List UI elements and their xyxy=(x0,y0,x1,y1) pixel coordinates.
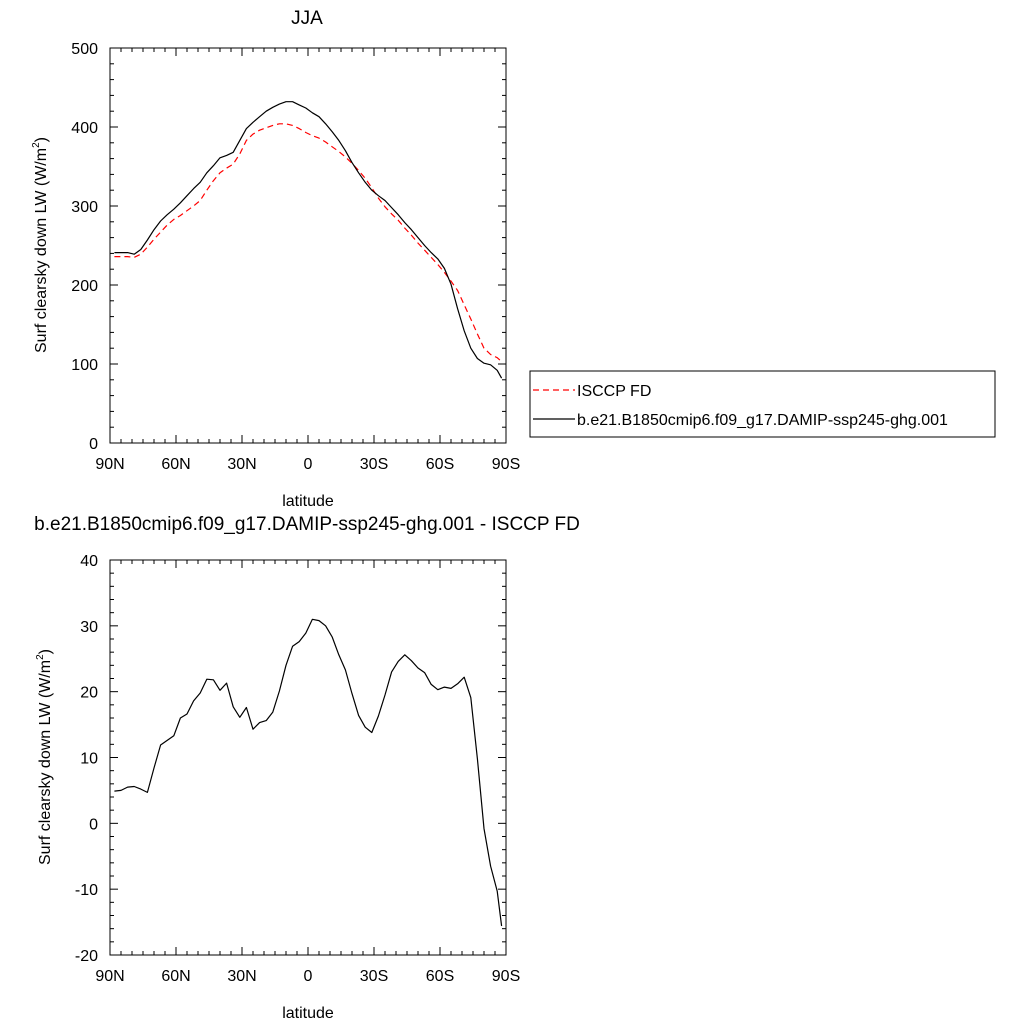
bottom-chart-plot: 90N 60N 30N 0 30S 60S 90S -20 -10 0 10 20 30 40 xyxy=(75,553,520,985)
top-chart-y-tick-label: 500 xyxy=(71,41,98,58)
bottom-chart-y-tick-label: 30 xyxy=(80,619,98,636)
legend-label-isccp-fd: ISCCP FD xyxy=(577,383,651,400)
bottom-chart-y-tick-label: -10 xyxy=(75,882,98,899)
bottom-chart-y-axis-label: Surf clearsky down LW (W/m2) xyxy=(35,649,54,865)
bottom-chart-x-tick-label: 90S xyxy=(492,968,520,985)
top-chart-y-tick-label: 0 xyxy=(89,436,98,453)
bottom-chart-y-tick-label: 0 xyxy=(89,816,98,833)
top-chart-plot: 90N 60N 30N 0 30S 60S 90S 0 100 200 300 400 500 xyxy=(71,41,520,473)
bottom-chart-y-axis-label-main: Surf clearsky down LW (W/m xyxy=(37,660,54,865)
top-chart-y-tick-label: 200 xyxy=(71,278,98,295)
bottom-chart-x-tick-label: 60S xyxy=(426,968,454,985)
bottom-chart-y-axis-label-sup: 2 xyxy=(35,654,46,660)
top-chart-x-tick-label: 0 xyxy=(304,456,313,473)
bottom-chart-y-tick-label: -20 xyxy=(75,948,98,965)
bottom-chart-x-tick-label: 90N xyxy=(95,968,124,985)
top-chart-x-tick-label: 60N xyxy=(161,456,190,473)
top-chart-x-tick-label: 30S xyxy=(360,456,388,473)
bottom-chart-x-tick-label: 60N xyxy=(161,968,190,985)
bottom-chart-x-axis-label: latitude xyxy=(282,1005,334,1022)
top-chart-series-line-isccp-fd xyxy=(114,123,502,363)
bottom-chart-series-line-difference xyxy=(114,618,503,927)
bottom-chart-x-tick-label: 30S xyxy=(360,968,388,985)
bottom-chart-title: b.e21.B1850cmip6.f09_g17.DAMIP-ssp245-gh… xyxy=(34,514,580,535)
top-chart-y-axis-label-close: ) xyxy=(33,137,50,142)
top-chart-x-tick-label: 90S xyxy=(492,456,520,473)
legend-box xyxy=(529,370,996,438)
top-chart-y-tick-label: 300 xyxy=(71,199,98,216)
top-chart-frame xyxy=(109,47,507,444)
bottom-chart-y-tick-label: 10 xyxy=(80,751,98,768)
top-chart-x-tick-label: 60S xyxy=(426,456,454,473)
top-chart-x-axis-label: latitude xyxy=(282,493,334,510)
top-chart-title: JJA xyxy=(291,8,323,29)
bottom-chart-x-tick-label: 0 xyxy=(304,968,313,985)
legend-label-model: b.e21.B1850cmip6.f09_g17.DAMIP-ssp245-gh… xyxy=(577,412,948,429)
bottom-chart-y-tick-label: 20 xyxy=(80,685,98,702)
bottom-chart-y-axis-label-close: ) xyxy=(37,649,54,654)
bottom-chart-y-tick-label: 40 xyxy=(80,553,98,570)
top-chart-y-tick-label: 100 xyxy=(71,357,98,374)
top-chart-y-axis-label: Surf clearsky down LW (W/m2) xyxy=(31,137,50,353)
bottom-chart-x-tick-label: 30N xyxy=(227,968,256,985)
top-chart-x-tick-label: 30N xyxy=(227,456,256,473)
top-chart-series-line-model xyxy=(114,101,503,379)
top-chart-y-axis-label-main: Surf clearsky down LW (W/m xyxy=(33,148,50,353)
bottom-chart-frame xyxy=(109,559,507,956)
top-chart-y-tick-label: 400 xyxy=(71,120,98,137)
legend: ISCCP FD b.e21.B1850cmip6.f09_g17.DAMIP-… xyxy=(529,370,996,438)
top-chart-panel: JJA 90N 60N 30N 0 30S 60S 90S0100200300400500 … xyxy=(31,8,520,510)
top-chart-x-tick-label: 90N xyxy=(95,456,124,473)
top-chart-y-axis-label-sup: 2 xyxy=(31,142,42,148)
bottom-chart-panel: b.e21.B1850cmip6.f09_g17.DAMIP-ssp245-gh… xyxy=(34,514,580,1022)
